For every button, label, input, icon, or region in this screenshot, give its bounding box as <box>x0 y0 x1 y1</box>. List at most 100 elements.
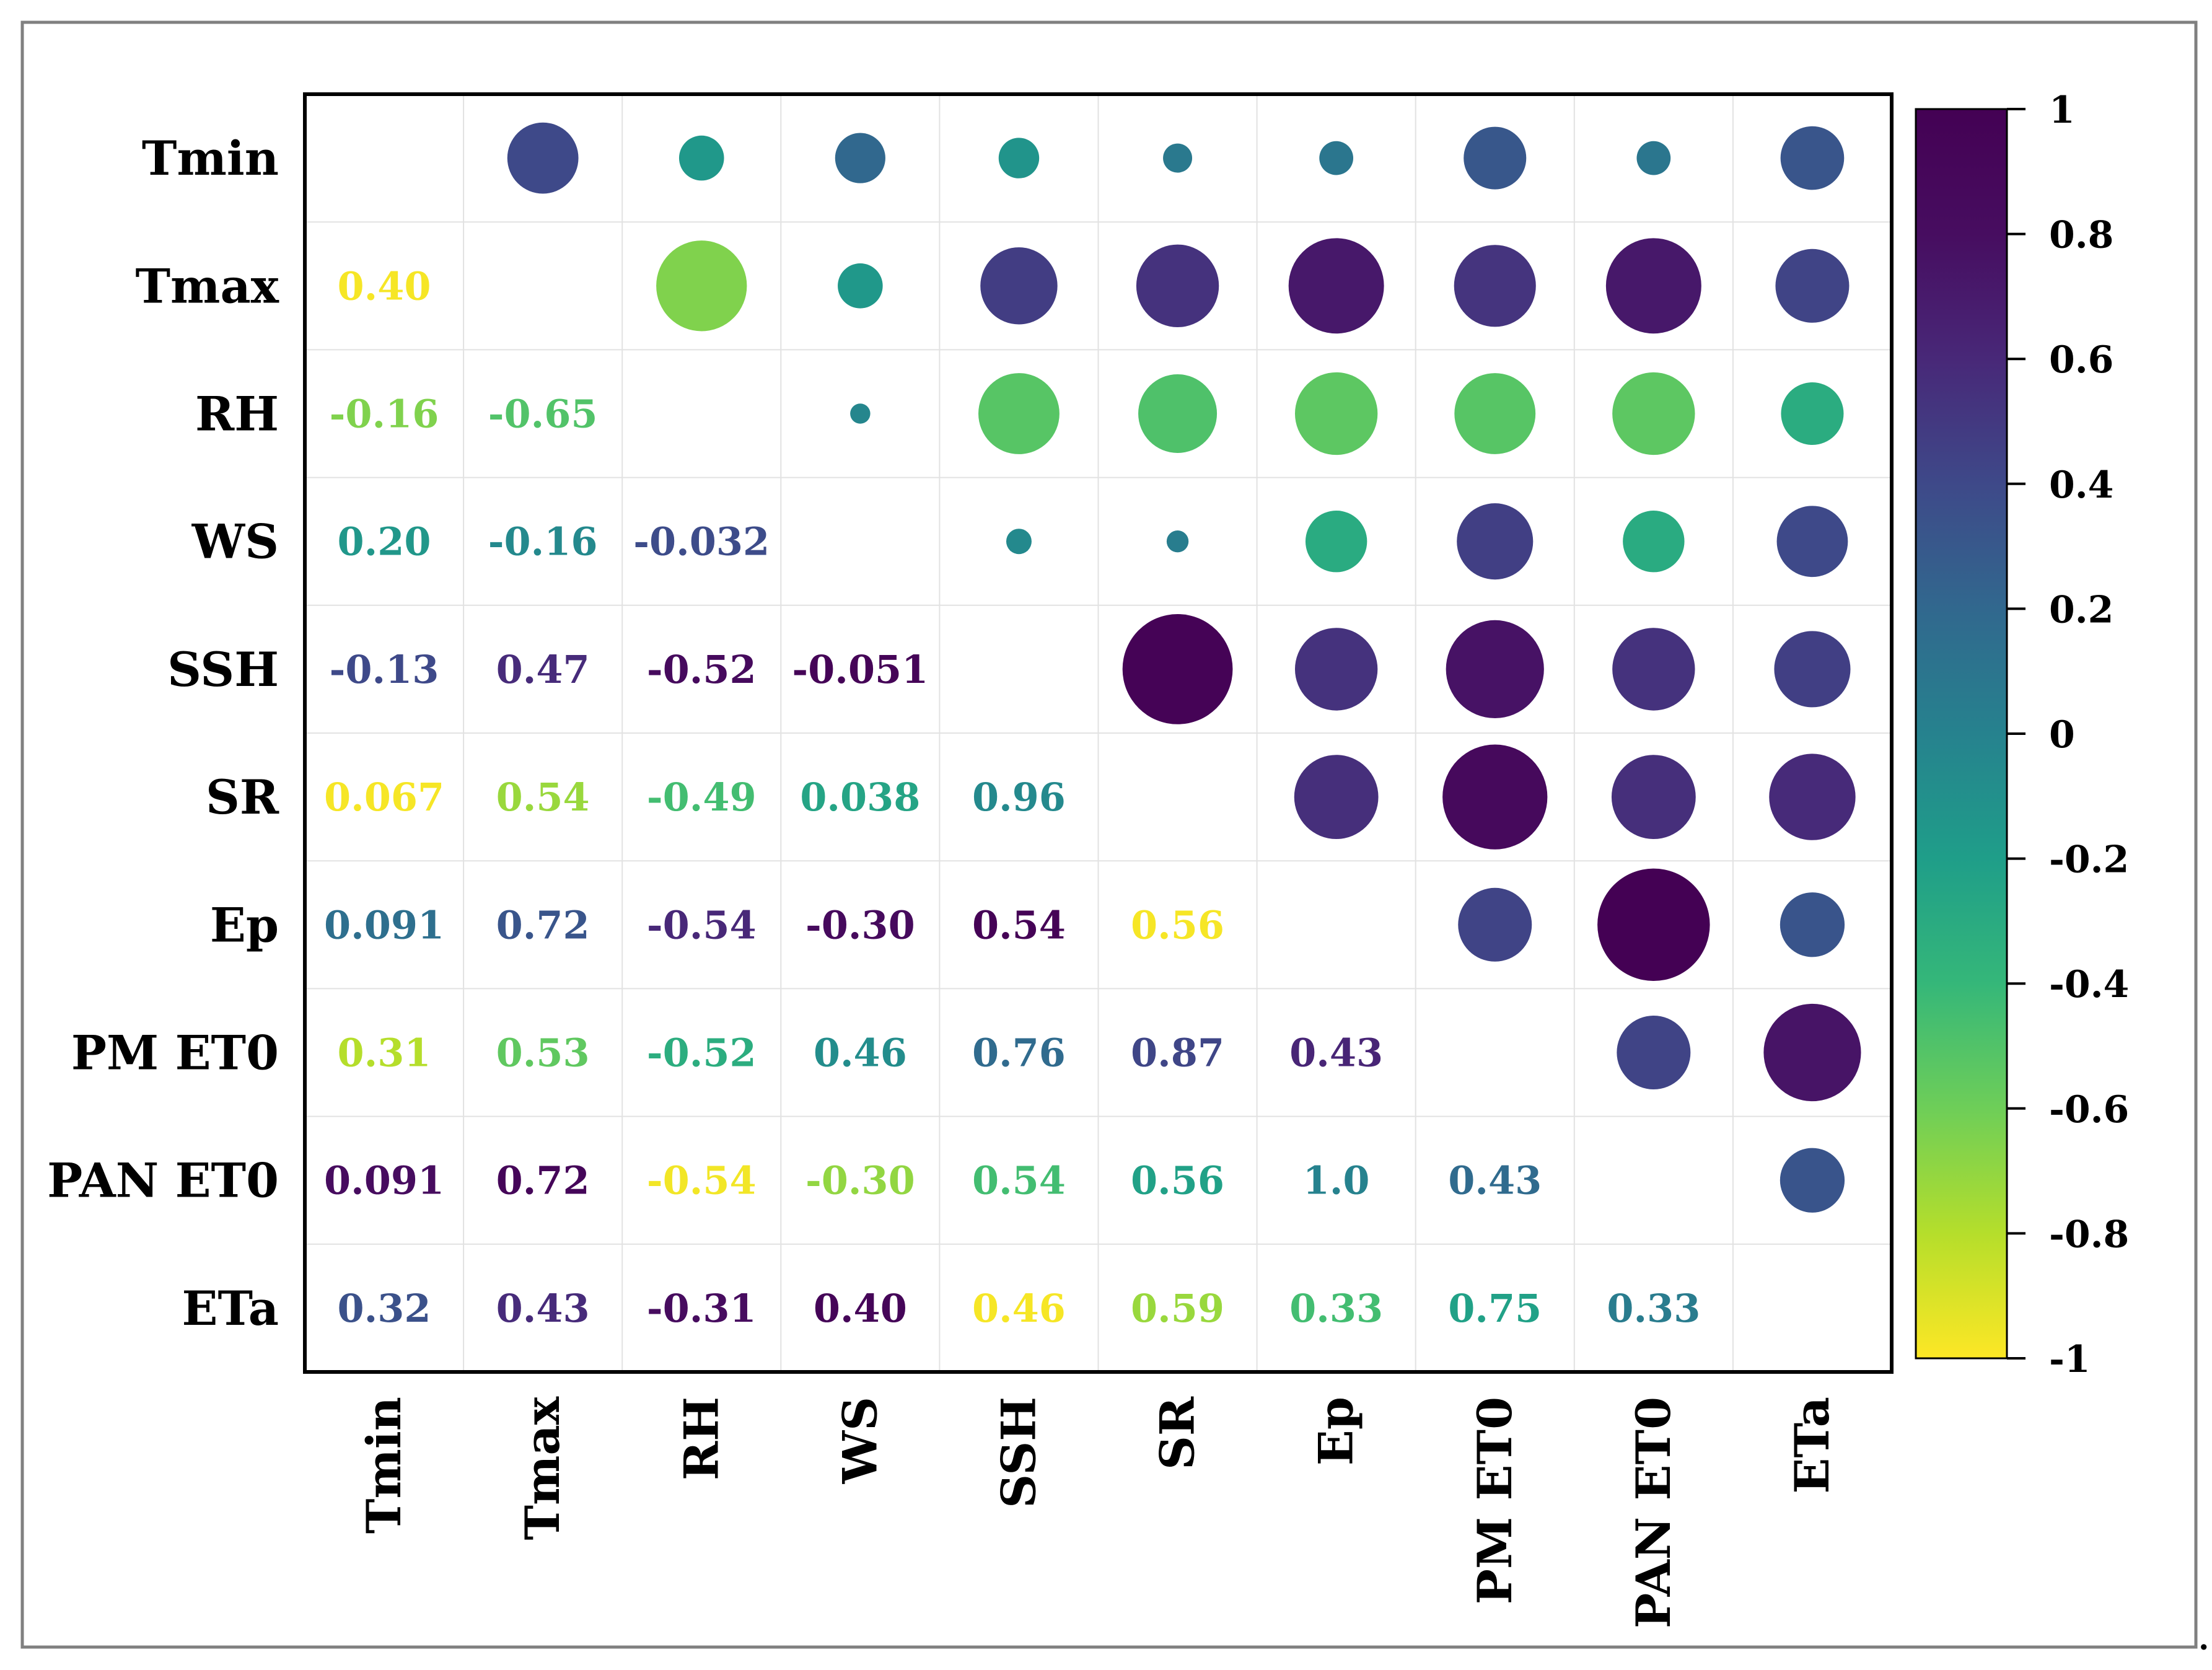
cell-value-label: 0.40 <box>814 1286 907 1331</box>
column-label: Tmin <box>356 1397 411 1534</box>
colorbar-tick-label: 0 <box>2049 713 2075 757</box>
row-label: RH <box>195 387 279 442</box>
cell-value-label: 0.56 <box>1131 1158 1224 1203</box>
correlation-circle <box>1612 372 1695 455</box>
trailing-mark: . <box>2198 1620 2209 1657</box>
column-label: RH <box>674 1397 729 1480</box>
correlation-circle <box>1617 1016 1691 1089</box>
correlation-circle <box>1294 628 1378 711</box>
cell-value-label: 0.47 <box>496 647 590 692</box>
column-label: Tmax <box>515 1396 570 1540</box>
cell-value-label: -0.13 <box>330 647 439 692</box>
correlation-circle <box>1319 141 1354 175</box>
column-label: ETa <box>1784 1397 1840 1493</box>
correlation-circle <box>1623 511 1685 573</box>
correlation-circle <box>1288 238 1384 334</box>
cell-value-label: 0.33 <box>1607 1286 1700 1331</box>
correlation-circle <box>998 138 1040 178</box>
correlation-circle <box>1464 126 1527 190</box>
correlation-circle <box>1458 887 1532 962</box>
cell-value-label: 0.43 <box>1448 1158 1542 1203</box>
colorbar-tick-label: -0.6 <box>2049 1088 2129 1132</box>
colorbar-tick-label: 0.6 <box>2049 338 2113 382</box>
correlation-circle <box>1136 244 1219 327</box>
correlation-circle <box>1774 631 1851 708</box>
row-label: Tmin <box>142 131 279 186</box>
correlation-circle <box>1775 248 1850 323</box>
correlation-circle <box>1294 372 1378 455</box>
cell-value-label: 0.067 <box>324 775 444 820</box>
correlation-circle <box>1780 126 1845 190</box>
correlation-circle <box>1769 754 1856 840</box>
correlation-circle <box>1454 373 1536 454</box>
cell-value-label: -0.30 <box>805 1158 915 1203</box>
correlation-circle <box>1294 755 1379 839</box>
cell-value-label: -0.051 <box>792 647 928 692</box>
cell-value-label: 0.72 <box>496 902 590 947</box>
cell-value-label: -0.31 <box>647 1286 757 1331</box>
column-label: WS <box>832 1397 887 1484</box>
cell-value-label: -0.16 <box>330 392 439 437</box>
cell-value-label: 0.54 <box>496 775 590 820</box>
correlation-circle <box>678 135 724 181</box>
colorbar-tick-label: 0.8 <box>2049 214 2113 257</box>
correlation-circle <box>1612 628 1695 711</box>
cell-value-label: 0.75 <box>1448 1286 1542 1331</box>
cell-value-label: 1.0 <box>1303 1158 1370 1203</box>
correlation-circle <box>1636 141 1671 175</box>
colorbar-tick-label: -1 <box>2049 1338 2091 1381</box>
colorbar-tick-label: 0.2 <box>2049 588 2113 631</box>
correlation-circle <box>656 240 747 332</box>
cell-value-label: 0.96 <box>972 775 1066 820</box>
correlation-circle <box>1763 1003 1861 1102</box>
row-label: SSH <box>167 642 279 697</box>
colorbar-tick-label: 0.4 <box>2049 464 2113 507</box>
correlation-circle <box>1611 755 1696 839</box>
cell-value-label: 0.43 <box>1289 1031 1383 1076</box>
cell-value-label: 0.038 <box>800 775 920 820</box>
correlation-circle <box>1457 503 1534 580</box>
plot-frame <box>303 92 1894 1374</box>
colorbar-tick-label: -0.2 <box>2049 838 2129 882</box>
cell-value-label: -0.65 <box>488 392 598 437</box>
cell-value-label: 0.40 <box>338 263 431 309</box>
correlation-circle <box>1442 744 1548 850</box>
grid <box>305 94 1892 1372</box>
cell-value-label: 0.56 <box>1131 902 1224 947</box>
correlation-circle <box>1122 614 1233 724</box>
correlation-circle <box>1163 143 1193 173</box>
cell-value-label: 0.091 <box>324 1158 444 1203</box>
correlation-circle <box>1597 868 1710 982</box>
cell-value-label: -0.54 <box>647 1158 757 1203</box>
colorbar-tick-label: -0.4 <box>2049 963 2129 1006</box>
correlation-circle <box>507 122 579 194</box>
row-label: PAN ET0 <box>47 1153 279 1208</box>
cell-value-label: 0.43 <box>496 1286 590 1331</box>
column-label: PM ET0 <box>1467 1397 1522 1604</box>
row-label: SR <box>206 770 279 825</box>
colorbar-gradient <box>1915 108 2008 1360</box>
correlation-circle <box>850 403 871 424</box>
column-label: SR <box>1150 1396 1205 1470</box>
column-label: SSH <box>991 1397 1046 1508</box>
cell-value-label: -0.52 <box>647 647 757 692</box>
correlation-circle <box>1454 245 1536 327</box>
correlation-circle <box>1776 506 1848 578</box>
cell-value-label: 0.46 <box>814 1031 907 1076</box>
row-label: Ep <box>210 897 279 952</box>
cell-value-label: 0.31 <box>338 1031 431 1076</box>
correlation-circle <box>1166 530 1189 553</box>
correlation-circle <box>1305 511 1367 573</box>
cell-value-label: 0.46 <box>972 1286 1066 1331</box>
correlation-circle <box>1781 382 1844 446</box>
correlation-circle <box>1006 529 1032 555</box>
cell-value-label: -0.30 <box>805 902 915 947</box>
row-label: PM ET0 <box>71 1026 279 1081</box>
column-label: Ep <box>1309 1397 1364 1466</box>
colorbar-tick-label: -0.8 <box>2049 1213 2129 1256</box>
correlation-circle <box>1138 374 1218 454</box>
cells: 0.40 -0.16 -0.65 0.20 -0.16 -0.032 -0.13 0.47 -0… <box>324 122 1861 1331</box>
cell-value-label: 0.59 <box>1131 1286 1224 1331</box>
cell-value-label: -0.032 <box>633 519 770 565</box>
